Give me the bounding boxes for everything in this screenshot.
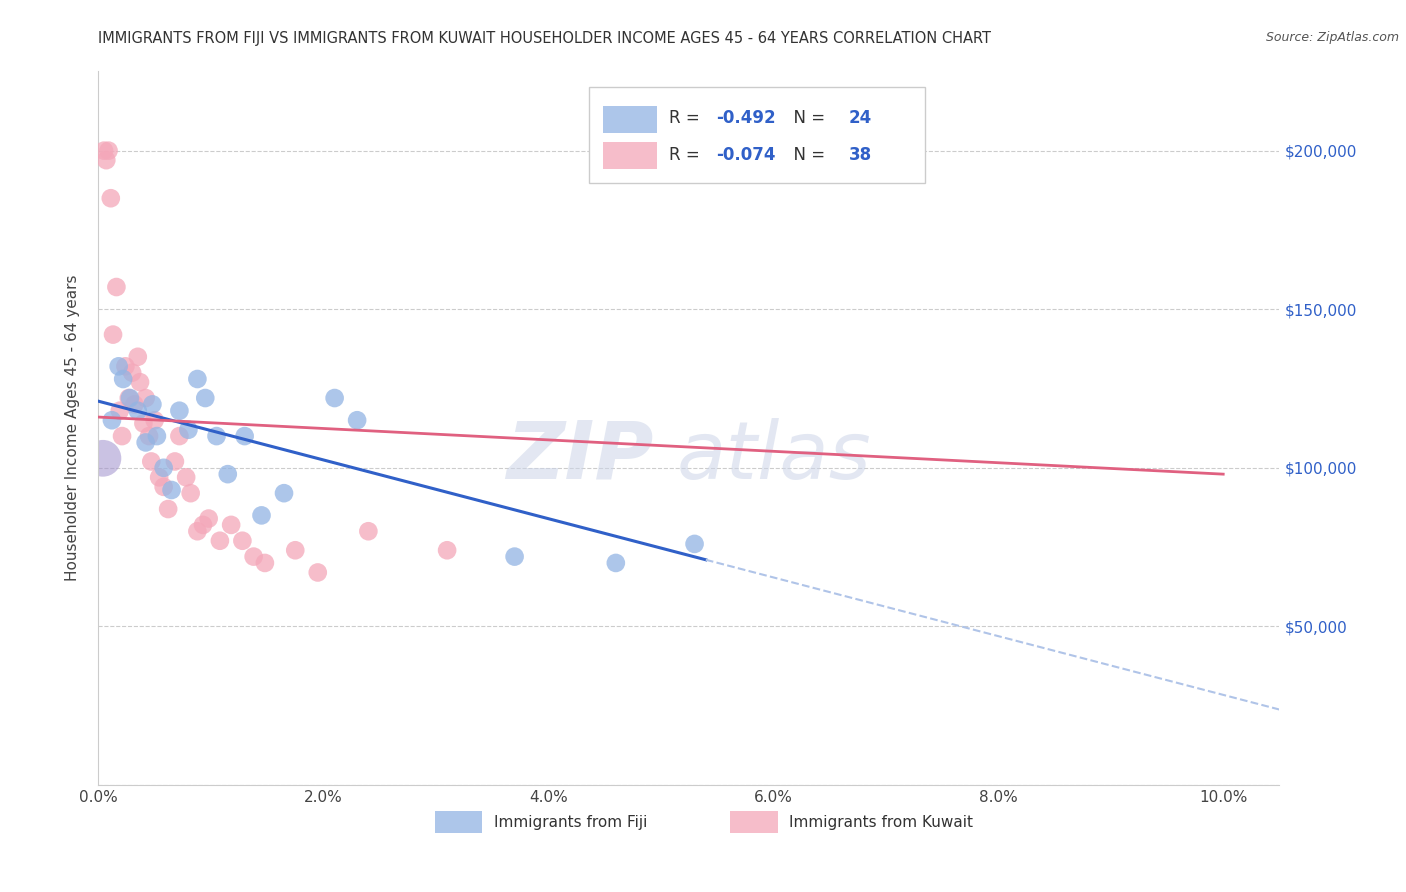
Point <box>138 429 160 443</box>
Point <box>135 391 157 405</box>
Text: Immigrants from Kuwait: Immigrants from Kuwait <box>789 814 973 830</box>
Point <box>152 460 174 475</box>
Point <box>101 413 124 427</box>
Point <box>143 413 166 427</box>
FancyBboxPatch shape <box>603 142 657 169</box>
Point <box>346 413 368 427</box>
Point <box>157 502 180 516</box>
Point <box>91 451 114 466</box>
Point <box>284 543 307 558</box>
Text: -0.492: -0.492 <box>716 110 776 128</box>
Text: N =: N = <box>783 110 831 128</box>
Point <box>323 391 346 405</box>
Point <box>180 486 202 500</box>
Point <box>174 470 197 484</box>
Point <box>112 372 135 386</box>
Point <box>111 429 134 443</box>
Point <box>186 372 208 386</box>
Point <box>186 524 208 539</box>
Y-axis label: Householder Income Ages 45 - 64 years: Householder Income Ages 45 - 64 years <box>65 275 80 582</box>
Point <box>197 511 219 525</box>
Point <box>135 435 157 450</box>
Point <box>101 327 124 342</box>
Text: N =: N = <box>783 146 831 164</box>
Point <box>108 403 131 417</box>
FancyBboxPatch shape <box>434 811 482 833</box>
Point <box>194 391 217 405</box>
Point <box>105 280 128 294</box>
Point <box>242 549 264 564</box>
Point <box>217 467 239 482</box>
Point <box>148 470 170 484</box>
Point <box>96 153 118 168</box>
Point <box>100 191 122 205</box>
Text: Source: ZipAtlas.com: Source: ZipAtlas.com <box>1265 31 1399 45</box>
Text: 38: 38 <box>848 146 872 164</box>
Point <box>127 350 149 364</box>
FancyBboxPatch shape <box>589 87 925 184</box>
Point <box>107 359 129 374</box>
Point <box>205 429 228 443</box>
Point <box>114 359 136 374</box>
Point <box>250 508 273 523</box>
Point <box>357 524 380 539</box>
Point <box>129 375 152 389</box>
Point <box>141 454 163 468</box>
Point <box>683 537 706 551</box>
FancyBboxPatch shape <box>730 811 778 833</box>
Text: Immigrants from Fiji: Immigrants from Fiji <box>494 814 647 830</box>
Text: R =: R = <box>669 110 704 128</box>
Point <box>160 483 183 497</box>
Point <box>208 533 231 548</box>
Text: atlas: atlas <box>678 417 872 496</box>
Point <box>118 391 141 405</box>
Point <box>231 533 253 548</box>
Point <box>605 556 627 570</box>
Point <box>97 144 120 158</box>
Text: R =: R = <box>669 146 704 164</box>
Point <box>177 423 200 437</box>
Point <box>152 480 174 494</box>
Point <box>307 566 329 580</box>
Text: IMMIGRANTS FROM FIJI VS IMMIGRANTS FROM KUWAIT HOUSEHOLDER INCOME AGES 45 - 64 Y: IMMIGRANTS FROM FIJI VS IMMIGRANTS FROM … <box>98 31 991 46</box>
Point <box>127 403 149 417</box>
Point <box>169 403 191 417</box>
Point <box>132 417 155 431</box>
Point <box>233 429 256 443</box>
Point <box>503 549 526 564</box>
Point <box>191 517 214 532</box>
Point <box>273 486 295 500</box>
Point <box>121 366 143 380</box>
Point <box>146 429 169 443</box>
Point <box>436 543 458 558</box>
Text: ZIP: ZIP <box>506 417 654 496</box>
Text: -0.074: -0.074 <box>716 146 776 164</box>
Point <box>124 397 146 411</box>
Point <box>253 556 276 570</box>
Point <box>141 397 163 411</box>
Point <box>163 454 186 468</box>
FancyBboxPatch shape <box>603 105 657 133</box>
Text: 24: 24 <box>848 110 872 128</box>
Point <box>169 429 191 443</box>
Point <box>93 144 115 158</box>
Point <box>118 391 141 405</box>
Point <box>219 517 242 532</box>
